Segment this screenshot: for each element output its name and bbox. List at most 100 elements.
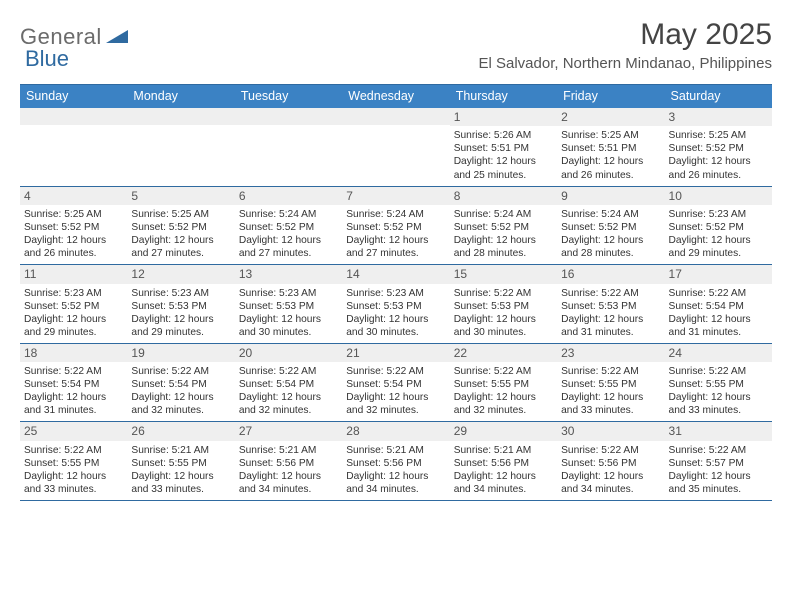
day-info: Sunrise: 5:22 AMSunset: 5:55 PMDaylight:…: [20, 441, 127, 500]
day-info: Sunrise: 5:22 AMSunset: 5:56 PMDaylight:…: [557, 441, 664, 500]
day-sunset: Sunset: 5:52 PM: [454, 221, 553, 234]
day-daylight1: Daylight: 12 hours: [561, 234, 660, 247]
day-sunset: Sunset: 5:52 PM: [24, 300, 123, 313]
day-number: 18: [20, 344, 127, 362]
day-number: 11: [20, 265, 127, 283]
day-daylight1: Daylight: 12 hours: [669, 155, 768, 168]
day-daylight1: Daylight: 12 hours: [346, 313, 445, 326]
day-sunrise: Sunrise: 5:22 AM: [24, 444, 123, 457]
day-daylight2: and 33 minutes.: [561, 404, 660, 417]
day-cell: 16Sunrise: 5:22 AMSunset: 5:53 PMDayligh…: [557, 265, 664, 343]
day-number: 30: [557, 422, 664, 440]
day-number: 23: [557, 344, 664, 362]
dow-monday: Monday: [127, 85, 234, 108]
day-cell: [235, 108, 342, 186]
day-info: [342, 125, 449, 173]
day-daylight1: Daylight: 12 hours: [24, 313, 123, 326]
day-daylight2: and 35 minutes.: [669, 483, 768, 496]
day-info: Sunrise: 5:21 AMSunset: 5:56 PMDaylight:…: [235, 441, 342, 500]
logo-triangle-icon: [106, 27, 128, 48]
day-info: Sunrise: 5:22 AMSunset: 5:54 PMDaylight:…: [20, 362, 127, 421]
day-sunrise: Sunrise: 5:23 AM: [239, 287, 338, 300]
day-sunset: Sunset: 5:53 PM: [346, 300, 445, 313]
day-daylight2: and 34 minutes.: [346, 483, 445, 496]
day-sunset: Sunset: 5:53 PM: [239, 300, 338, 313]
week-row: 1Sunrise: 5:26 AMSunset: 5:51 PMDaylight…: [20, 108, 772, 187]
day-sunset: Sunset: 5:54 PM: [24, 378, 123, 391]
day-sunset: Sunset: 5:52 PM: [239, 221, 338, 234]
day-daylight2: and 27 minutes.: [239, 247, 338, 260]
day-cell: 18Sunrise: 5:22 AMSunset: 5:54 PMDayligh…: [20, 344, 127, 422]
day-sunrise: Sunrise: 5:22 AM: [669, 365, 768, 378]
day-info: Sunrise: 5:21 AMSunset: 5:55 PMDaylight:…: [127, 441, 234, 500]
day-cell: 10Sunrise: 5:23 AMSunset: 5:52 PMDayligh…: [665, 187, 772, 265]
day-daylight1: Daylight: 12 hours: [131, 313, 230, 326]
day-number: 17: [665, 265, 772, 283]
day-daylight1: Daylight: 12 hours: [454, 234, 553, 247]
day-daylight2: and 29 minutes.: [24, 326, 123, 339]
day-info: Sunrise: 5:23 AMSunset: 5:53 PMDaylight:…: [235, 284, 342, 343]
day-sunrise: Sunrise: 5:26 AM: [454, 129, 553, 142]
day-daylight2: and 27 minutes.: [346, 247, 445, 260]
day-cell: 30Sunrise: 5:22 AMSunset: 5:56 PMDayligh…: [557, 422, 664, 500]
day-cell: 23Sunrise: 5:22 AMSunset: 5:55 PMDayligh…: [557, 344, 664, 422]
day-cell: 19Sunrise: 5:22 AMSunset: 5:54 PMDayligh…: [127, 344, 234, 422]
day-daylight1: Daylight: 12 hours: [239, 391, 338, 404]
week-row: 18Sunrise: 5:22 AMSunset: 5:54 PMDayligh…: [20, 344, 772, 423]
day-number: [20, 108, 127, 125]
day-daylight2: and 34 minutes.: [454, 483, 553, 496]
day-cell: 11 Sunrise: 5:23 AMSunset: 5:52 PMDayligh…: [20, 265, 127, 343]
day-daylight2: and 26 minutes.: [24, 247, 123, 260]
day-daylight1: Daylight: 12 hours: [346, 470, 445, 483]
day-info: Sunrise: 5:22 AMSunset: 5:53 PMDaylight:…: [450, 284, 557, 343]
day-info: Sunrise: 5:25 AMSunset: 5:51 PMDaylight:…: [557, 126, 664, 185]
day-sunset: Sunset: 5:53 PM: [131, 300, 230, 313]
day-sunset: Sunset: 5:52 PM: [346, 221, 445, 234]
day-sunrise: Sunrise: 5:22 AM: [454, 365, 553, 378]
day-info: Sunrise: 5:22 AMSunset: 5:55 PMDaylight:…: [557, 362, 664, 421]
day-sunset: Sunset: 5:55 PM: [669, 378, 768, 391]
day-number: 16: [557, 265, 664, 283]
day-sunset: Sunset: 5:53 PM: [454, 300, 553, 313]
day-daylight1: Daylight: 12 hours: [454, 313, 553, 326]
day-daylight2: and 33 minutes.: [24, 483, 123, 496]
day-info: Sunrise: 5:22 AMSunset: 5:55 PMDaylight:…: [450, 362, 557, 421]
day-number: [127, 108, 234, 125]
day-info: [127, 125, 234, 173]
day-sunset: Sunset: 5:55 PM: [561, 378, 660, 391]
week-row: 25Sunrise: 5:22 AMSunset: 5:55 PMDayligh…: [20, 422, 772, 501]
location-subtitle: El Salvador, Northern Mindanao, Philippi…: [478, 55, 772, 72]
day-daylight2: and 32 minutes.: [131, 404, 230, 417]
day-daylight2: and 30 minutes.: [454, 326, 553, 339]
day-daylight1: Daylight: 12 hours: [131, 470, 230, 483]
day-sunset: Sunset: 5:54 PM: [669, 300, 768, 313]
day-daylight2: and 28 minutes.: [561, 247, 660, 260]
day-sunrise: Sunrise: 5:24 AM: [561, 208, 660, 221]
day-sunset: Sunset: 5:56 PM: [454, 457, 553, 470]
day-number: 29: [450, 422, 557, 440]
day-daylight1: Daylight: 12 hours: [561, 391, 660, 404]
day-sunrise: Sunrise: 5:21 AM: [239, 444, 338, 457]
day-cell: 5Sunrise: 5:25 AMSunset: 5:52 PMDaylight…: [127, 187, 234, 265]
day-sunset: Sunset: 5:57 PM: [669, 457, 768, 470]
day-daylight1: Daylight: 12 hours: [561, 313, 660, 326]
day-number: 6: [235, 187, 342, 205]
day-sunrise: Sunrise: 5:22 AM: [239, 365, 338, 378]
day-daylight2: and 34 minutes.: [561, 483, 660, 496]
day-cell: [342, 108, 449, 186]
day-cell: 4Sunrise: 5:25 AMSunset: 5:52 PMDaylight…: [20, 187, 127, 265]
day-info: Sunrise: 5:22 AMSunset: 5:54 PMDaylight:…: [665, 284, 772, 343]
day-daylight1: Daylight: 12 hours: [561, 470, 660, 483]
day-sunrise: Sunrise: 5:23 AM: [24, 287, 123, 300]
dow-wednesday: Wednesday: [342, 85, 449, 108]
day-sunrise: Sunrise: 5:25 AM: [561, 129, 660, 142]
day-sunset: Sunset: 5:51 PM: [454, 142, 553, 155]
day-cell: 27Sunrise: 5:21 AMSunset: 5:56 PMDayligh…: [235, 422, 342, 500]
day-daylight1: Daylight: 12 hours: [454, 470, 553, 483]
day-sunset: Sunset: 5:54 PM: [346, 378, 445, 391]
day-cell: 20Sunrise: 5:22 AMSunset: 5:54 PMDayligh…: [235, 344, 342, 422]
day-daylight2: and 32 minutes.: [239, 404, 338, 417]
day-sunrise: Sunrise: 5:25 AM: [669, 129, 768, 142]
day-number: [342, 108, 449, 125]
day-daylight2: and 30 minutes.: [239, 326, 338, 339]
